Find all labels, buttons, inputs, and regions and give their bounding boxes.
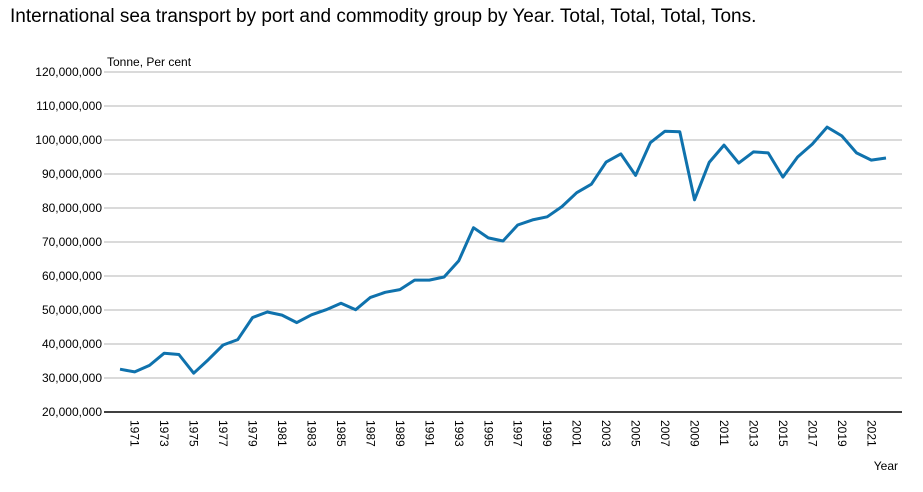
y-tick-label: 30,000,000: [42, 371, 102, 385]
data-point[interactable]: 1980: 49,400,000: [263, 308, 271, 316]
data-point[interactable]: 1986: 50,100,000: [352, 306, 360, 314]
x-tick-label: 1985: [334, 420, 348, 447]
data-point[interactable]: 2012: 93,200,000: [735, 159, 743, 167]
x-tick-label: 2011: [717, 420, 731, 446]
data-point[interactable]: 2009: 82,400,000: [691, 196, 699, 204]
y-axis-ticks: 20,000,000 30,000,000 40,000,000 50,000,000…: [35, 65, 102, 419]
data-point[interactable]: 2021: 94,100,000: [867, 156, 875, 164]
x-axis-title: Year: [874, 459, 898, 473]
y-tick-label: 50,000,000: [42, 303, 102, 317]
data-point[interactable]: 2022: 94,700,000: [882, 154, 890, 162]
data-point[interactable]: 2007: 102,600,000: [661, 127, 669, 135]
x-tick-label: 1989: [393, 420, 407, 447]
x-tick-label: 1997: [511, 420, 525, 447]
data-point[interactable]: 1973: 37,300,000: [160, 349, 168, 357]
chart-title: International sea transport by port and …: [10, 6, 757, 27]
data-point[interactable]: 1999: 77,400,000: [543, 213, 551, 221]
data-point[interactable]: 1976: 35,400,000: [204, 356, 212, 364]
data-point[interactable]: 2004: 95,900,000: [617, 150, 625, 158]
x-tick-label: 2019: [835, 420, 849, 447]
data-point[interactable]: 2001: 84,500,000: [573, 189, 581, 197]
x-tick-label: 1991: [422, 420, 436, 447]
data-point[interactable]: 1992: 59,700,000: [440, 273, 448, 281]
data-point[interactable]: 1970: 32,600,000: [116, 365, 124, 373]
y-tick-label: 100,000,000: [35, 133, 102, 147]
y-tick-label: 40,000,000: [42, 337, 102, 351]
data-point[interactable]: 1990: 58,800,000: [411, 276, 419, 284]
y-tick-label: 20,000,000: [42, 405, 102, 419]
data-point[interactable]: 1993: 64,500,000: [455, 257, 463, 265]
data-point[interactable]: 1974: 36,900,000: [175, 351, 183, 359]
data-point[interactable]: 2008: 102,400,000: [676, 128, 684, 136]
data-point[interactable]: 2013: 96,500,000: [749, 148, 757, 156]
data-point[interactable]: 1995: 71,200,000: [484, 234, 492, 242]
data-point[interactable]: 2005: 89,600,000: [632, 171, 640, 179]
gridlines: [104, 71, 902, 379]
data-point[interactable]: 2017: 98,800,000: [808, 140, 816, 148]
x-tick-label: 2007: [658, 420, 672, 447]
data-point[interactable]: 2002: 87,000,000: [587, 180, 595, 188]
data-point[interactable]: 1975: 31,400,000: [190, 369, 198, 377]
x-tick-label: 1987: [363, 420, 377, 447]
y-axis-unit-label: Tonne, Per cent: [107, 55, 192, 69]
data-point[interactable]: 1989: 56,000,000: [396, 286, 404, 294]
x-tick-label: 1971: [128, 420, 142, 447]
data-point[interactable]: 1982: 46,300,000: [293, 319, 301, 327]
y-tick-label: 120,000,000: [35, 65, 102, 79]
data-point[interactable]: 1971: 31,800,000: [131, 368, 139, 376]
x-tick-label: 2005: [629, 420, 643, 447]
data-point[interactable]: 2003: 93,500,000: [602, 158, 610, 166]
data-point[interactable]: 1985: 52,000,000: [337, 299, 345, 307]
data-point[interactable]: 1996: 70,300,000: [499, 237, 507, 245]
x-tick-label: 1973: [157, 420, 171, 447]
x-tick-label: 2013: [746, 420, 760, 447]
data-point[interactable]: 2010: 93,400,000: [705, 158, 713, 166]
x-tick-label: 2003: [599, 420, 613, 447]
data-point[interactable]: 1984: 50,100,000: [322, 306, 330, 314]
x-tick-label: 1999: [540, 420, 554, 447]
data-point[interactable]: 1972: 33,700,000: [145, 361, 153, 369]
data-point[interactable]: 1988: 55,200,000: [381, 288, 389, 296]
data-point[interactable]: 1994: 74,200,000: [470, 224, 478, 232]
data-point[interactable]: 1998: 76,500,000: [528, 216, 536, 224]
data-point[interactable]: 2019: 101,200,000: [838, 132, 846, 140]
data-point[interactable]: 2020: 96,200,000: [853, 149, 861, 157]
data-point[interactable]: 1997: 75,000,000: [514, 221, 522, 229]
x-tick-label: 1979: [246, 420, 260, 447]
data-point[interactable]: 1979: 47,800,000: [249, 313, 257, 321]
x-tick-label: 2017: [805, 420, 819, 447]
series-group: 1970: 32,600,000 1971: 31,800,000 1972: 33…: [116, 123, 890, 377]
data-point[interactable]: 1978: 41,300,000: [234, 336, 242, 344]
x-tick-label: 1981: [275, 420, 289, 447]
y-tick-label: 110,000,000: [36, 99, 102, 113]
x-tick-label: 2001: [570, 420, 584, 447]
x-tick-label: 1977: [216, 420, 230, 447]
data-point[interactable]: 2015: 89,100,000: [779, 173, 787, 181]
data-point[interactable]: 1991: 58,800,000: [425, 276, 433, 284]
y-tick-label: 60,000,000: [42, 269, 102, 283]
y-tick-label: 70,000,000: [42, 235, 102, 249]
data-point[interactable]: 1981: 48,500,000: [278, 311, 286, 319]
x-axis-ticks: 1971 1973 1975 1977 1979 1981 1983 1985 1987 1989…: [128, 420, 879, 447]
x-tick-label: 2021: [864, 420, 878, 447]
x-tick-label: 1993: [452, 420, 466, 447]
y-tick-label: 90,000,000: [42, 167, 102, 181]
data-point[interactable]: 2000: 80,400,000: [558, 203, 566, 211]
y-tick-label: 80,000,000: [42, 201, 102, 215]
data-point[interactable]: 1983: 48,600,000: [308, 311, 316, 319]
data-point[interactable]: 1987: 53,700,000: [366, 293, 374, 301]
x-tick-label: 2015: [776, 420, 790, 447]
data-point[interactable]: 2016: 95,000,000: [794, 153, 802, 161]
series-line: [119, 125, 887, 375]
data-point[interactable]: 2011: 98,500,000: [720, 141, 728, 149]
data-point[interactable]: 2014: 96,200,000: [764, 149, 772, 157]
data-point[interactable]: 2018: 103,800,000: [823, 123, 831, 131]
data-point[interactable]: 2006: 99,200,000: [646, 139, 654, 147]
x-tick-label: 1995: [481, 420, 495, 447]
x-tick-label: 1983: [305, 420, 319, 447]
x-tick-label: 1975: [187, 420, 201, 447]
x-tick-label: 2009: [688, 420, 702, 447]
data-point[interactable]: 1977: 39,700,000: [219, 341, 227, 349]
